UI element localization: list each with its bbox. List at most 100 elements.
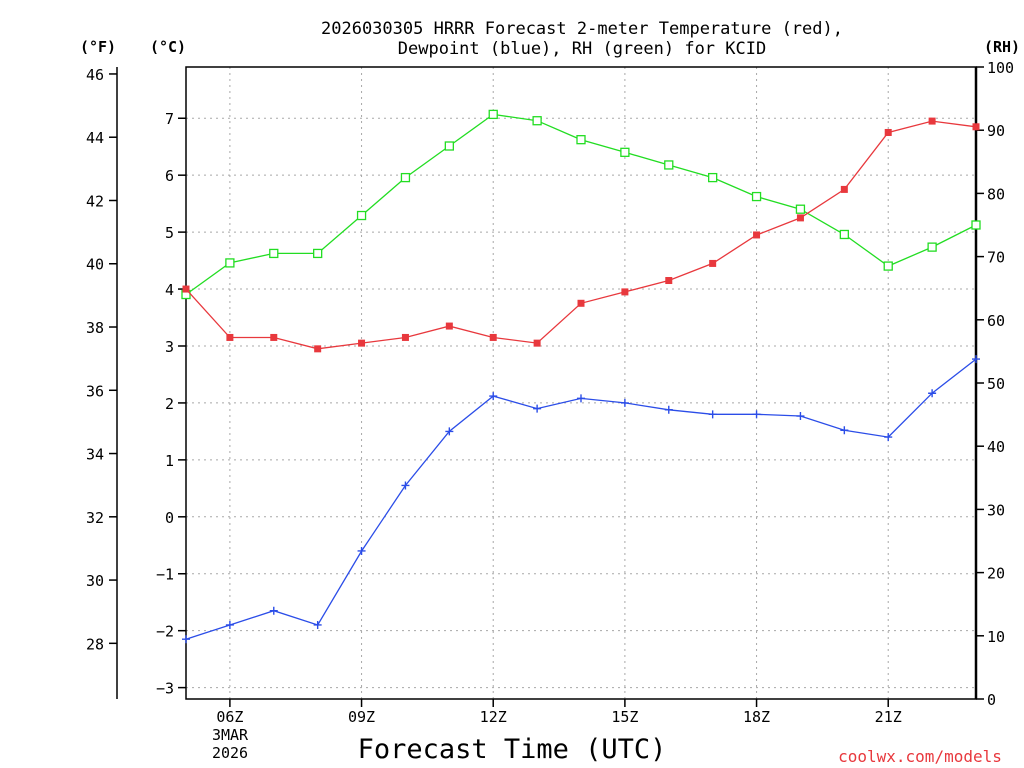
temperature-point bbox=[665, 277, 673, 285]
temperature-point bbox=[533, 339, 541, 347]
celsius-tick-label: −1 bbox=[156, 566, 174, 584]
time-axis: 06Z 09Z 12Z 15Z 18Z 21Z bbox=[216, 699, 902, 726]
celsius-axis-unit: (°C) bbox=[150, 38, 186, 56]
rh-point bbox=[883, 261, 893, 271]
temperature-point bbox=[884, 128, 892, 136]
rh-point bbox=[664, 160, 674, 170]
time-tick-label: 18Z bbox=[743, 708, 770, 726]
temperature-point bbox=[358, 339, 366, 347]
dewpoint-point bbox=[401, 481, 410, 490]
fahrenheit-tick-label: 32 bbox=[86, 509, 104, 527]
fahrenheit-axis-unit: (°F) bbox=[80, 38, 116, 56]
fahrenheit-tick-label: 38 bbox=[86, 319, 104, 337]
temperature-point bbox=[753, 231, 761, 239]
celsius-tick-label: 0 bbox=[165, 509, 174, 527]
celsius-tick-label: −3 bbox=[156, 680, 174, 698]
dewpoint-series bbox=[182, 355, 980, 644]
time-tick-label: 12Z bbox=[480, 708, 507, 726]
dewpoint-point bbox=[620, 398, 629, 407]
time-tick-label: 15Z bbox=[611, 708, 638, 726]
rh-point bbox=[927, 242, 937, 252]
credit-text: coolwx.com/models bbox=[838, 747, 1002, 766]
x-axis-title: Forecast Time (UTC) bbox=[358, 734, 667, 765]
temperature-point bbox=[928, 117, 936, 125]
rh-tick-label: 70 bbox=[987, 249, 1005, 267]
dewpoint-point bbox=[972, 355, 980, 364]
temperature-point bbox=[445, 322, 453, 330]
fahrenheit-axis: 28 30 32 34 36 38 40 42 44 46 bbox=[86, 66, 117, 653]
temperature-point bbox=[972, 123, 980, 131]
temperature-point bbox=[621, 288, 629, 296]
rh-point bbox=[576, 135, 586, 145]
dewpoint-point bbox=[752, 410, 761, 419]
rh-tick-label: 20 bbox=[987, 565, 1005, 583]
dewpoint-point bbox=[445, 427, 454, 436]
rh-tick-label: 0 bbox=[987, 691, 996, 709]
rh-point bbox=[839, 229, 849, 240]
rh-series bbox=[181, 109, 981, 300]
fahrenheit-tick-label: 30 bbox=[86, 572, 104, 590]
temperature-line bbox=[185, 120, 977, 350]
rh-point bbox=[751, 191, 762, 202]
date-label-year: 2026 bbox=[212, 744, 248, 762]
rh-tick-label: 80 bbox=[987, 185, 1005, 203]
celsius-tick-label: 5 bbox=[165, 224, 174, 242]
temperature-series bbox=[182, 117, 980, 353]
dewpoint-point bbox=[664, 405, 673, 414]
chart-title-line-2: Dewpoint (blue), RH (green) for KCID bbox=[398, 39, 766, 59]
rh-point bbox=[620, 147, 630, 157]
rh-tick-label: 10 bbox=[987, 628, 1005, 646]
dewpoint-point bbox=[796, 412, 805, 421]
date-label-day: 3MAR bbox=[212, 726, 249, 744]
dewpoint-point bbox=[269, 606, 278, 615]
temperature-point bbox=[840, 185, 848, 193]
dewpoint-point bbox=[708, 410, 717, 419]
dewpoint-point bbox=[225, 620, 234, 629]
temperature-point bbox=[709, 259, 717, 267]
rh-tick-label: 90 bbox=[987, 122, 1005, 140]
fahrenheit-tick-label: 40 bbox=[86, 256, 104, 274]
temperature-point bbox=[577, 299, 585, 307]
celsius-tick-label: 4 bbox=[165, 281, 174, 299]
temperature-point bbox=[182, 285, 190, 293]
rh-point bbox=[708, 172, 718, 183]
rh-point bbox=[269, 248, 279, 259]
fahrenheit-tick-label: 46 bbox=[86, 66, 104, 84]
plot-frame bbox=[185, 66, 977, 700]
dewpoint-point bbox=[182, 635, 190, 644]
rh-tick-label: 60 bbox=[987, 312, 1005, 330]
celsius-tick-label: 6 bbox=[165, 167, 174, 185]
rh-point bbox=[488, 109, 498, 120]
dewpoint-point bbox=[357, 546, 366, 555]
rh-tick-label: 50 bbox=[987, 375, 1005, 393]
fahrenheit-tick-label: 36 bbox=[86, 382, 104, 400]
temperature-point bbox=[270, 333, 278, 341]
rh-point bbox=[225, 258, 235, 268]
temperature-point bbox=[314, 345, 322, 353]
rh-tick-label: 100 bbox=[987, 59, 1014, 77]
rh-point bbox=[313, 248, 323, 259]
temperature-point bbox=[401, 333, 409, 341]
rh-point bbox=[971, 220, 981, 230]
dewpoint-point bbox=[533, 404, 542, 413]
rh-axis: 0 10 20 30 40 50 60 70 80 90 100 bbox=[976, 59, 1014, 709]
temperature-point bbox=[489, 333, 497, 341]
dewpoint-point bbox=[577, 394, 585, 403]
time-tick-label: 21Z bbox=[875, 708, 902, 726]
rh-point bbox=[795, 204, 806, 214]
grid-lines bbox=[186, 67, 976, 699]
dewpoint-point bbox=[840, 426, 849, 435]
celsius-tick-label: 7 bbox=[165, 110, 174, 128]
rh-tick-label: 30 bbox=[987, 501, 1005, 519]
celsius-axis: −3 −2 −1 0 1 2 3 4 5 6 7 bbox=[156, 110, 186, 698]
rh-point bbox=[444, 141, 454, 151]
rh-point bbox=[400, 172, 411, 183]
dewpoint-point bbox=[313, 620, 322, 629]
temperature-point bbox=[796, 214, 804, 222]
fahrenheit-tick-label: 42 bbox=[86, 192, 104, 210]
time-tick-label: 06Z bbox=[216, 708, 243, 726]
celsius-tick-label: −2 bbox=[156, 623, 174, 641]
fahrenheit-tick-label: 28 bbox=[86, 635, 104, 653]
time-tick-label: 09Z bbox=[348, 708, 375, 726]
